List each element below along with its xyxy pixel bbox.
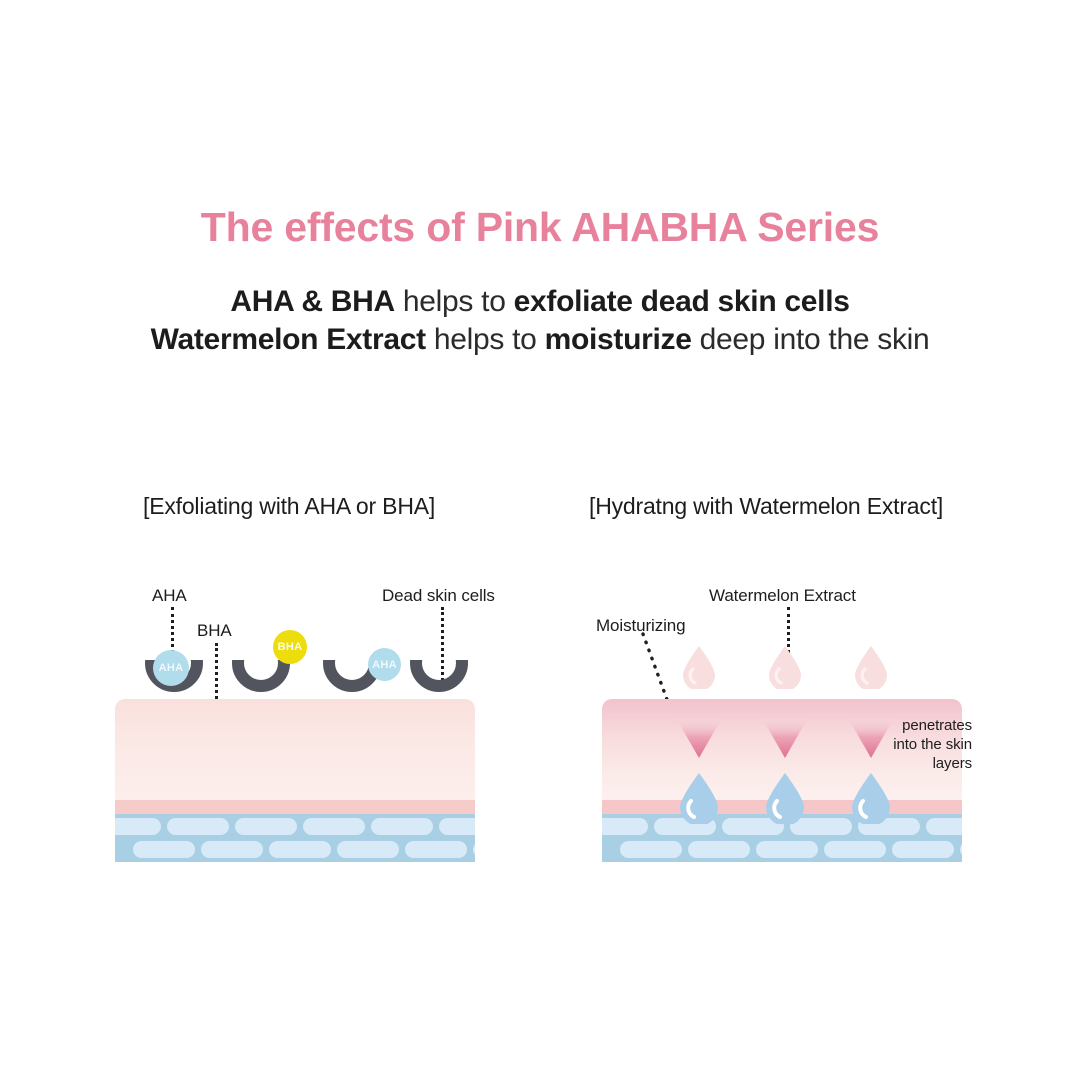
label-dead-skin-cells: Dead skin cells (382, 586, 495, 605)
leader-line-aha (171, 607, 174, 659)
label-aha: AHA (152, 586, 187, 605)
penetration-arrow-icon (676, 718, 722, 758)
skin-cross-section (115, 699, 475, 862)
penetrates-line: into the skin (893, 736, 972, 753)
left-skin-diagram (115, 699, 475, 862)
right-panel-heading: [Hydratng with Watermelon Extract] (589, 493, 944, 519)
label-bha: BHA (197, 621, 232, 640)
subtitle-line-2: Watermelon Extract helps to moisturize d… (0, 323, 1080, 357)
epidermis-layer (115, 699, 475, 800)
subtitle-line-1: AHA & BHA helps to exfoliate dead skin c… (0, 285, 1080, 319)
subtitle2-regular-tail: deep into the skin (691, 323, 930, 356)
subtitle1-bold-tail: exfoliate dead skin cells (513, 285, 850, 318)
dermis-cell-row (602, 841, 962, 858)
subtitle2-bold-mid: moisturize (544, 323, 692, 356)
subtitle2-bold-lead: Watermelon Extract (150, 323, 427, 356)
dead-skin-cell-icon (232, 660, 290, 692)
label-watermelon-extract: Watermelon Extract (709, 586, 856, 605)
watermelon-droplet-icon (854, 645, 888, 694)
aha-marker: AHA (153, 650, 189, 686)
leader-line-bha (215, 643, 218, 728)
dermis-cell-row (115, 841, 475, 858)
leader-line-watermelon (787, 607, 790, 665)
watermelon-droplet-icon (768, 645, 802, 694)
penetrates-line: penetrates (902, 717, 972, 734)
penetration-arrow-icon (848, 718, 894, 758)
page-title: The effects of Pink AHABHA Series (200, 204, 880, 250)
absorbed-droplet-icon (679, 772, 719, 829)
absorbed-droplet-icon (851, 772, 891, 829)
subtitle2-regular-mid: helps to (425, 323, 545, 356)
label-moisturizing: Moisturizing (596, 616, 686, 635)
epidermis-base-band (115, 800, 475, 814)
watermelon-droplet-icon (682, 645, 716, 694)
leader-line-dead-skin (441, 607, 444, 687)
dermis-cell-row (115, 818, 475, 835)
aha-marker: AHA (368, 648, 401, 681)
subtitle1-regular-mid: helps to (394, 285, 514, 318)
left-panel-heading: [Exfoliating with AHA or BHA] (143, 493, 436, 519)
absorbed-droplet-icon (765, 772, 805, 829)
subtitle1-bold-lead: AHA & BHA (230, 285, 395, 318)
penetration-arrow-icon (762, 718, 808, 758)
penetrates-note: penetrates into the skin layers (876, 716, 972, 773)
bha-marker: BHA (273, 630, 307, 664)
penetrates-line: layers (932, 755, 973, 772)
dead-skin-cell-icon (410, 660, 468, 692)
